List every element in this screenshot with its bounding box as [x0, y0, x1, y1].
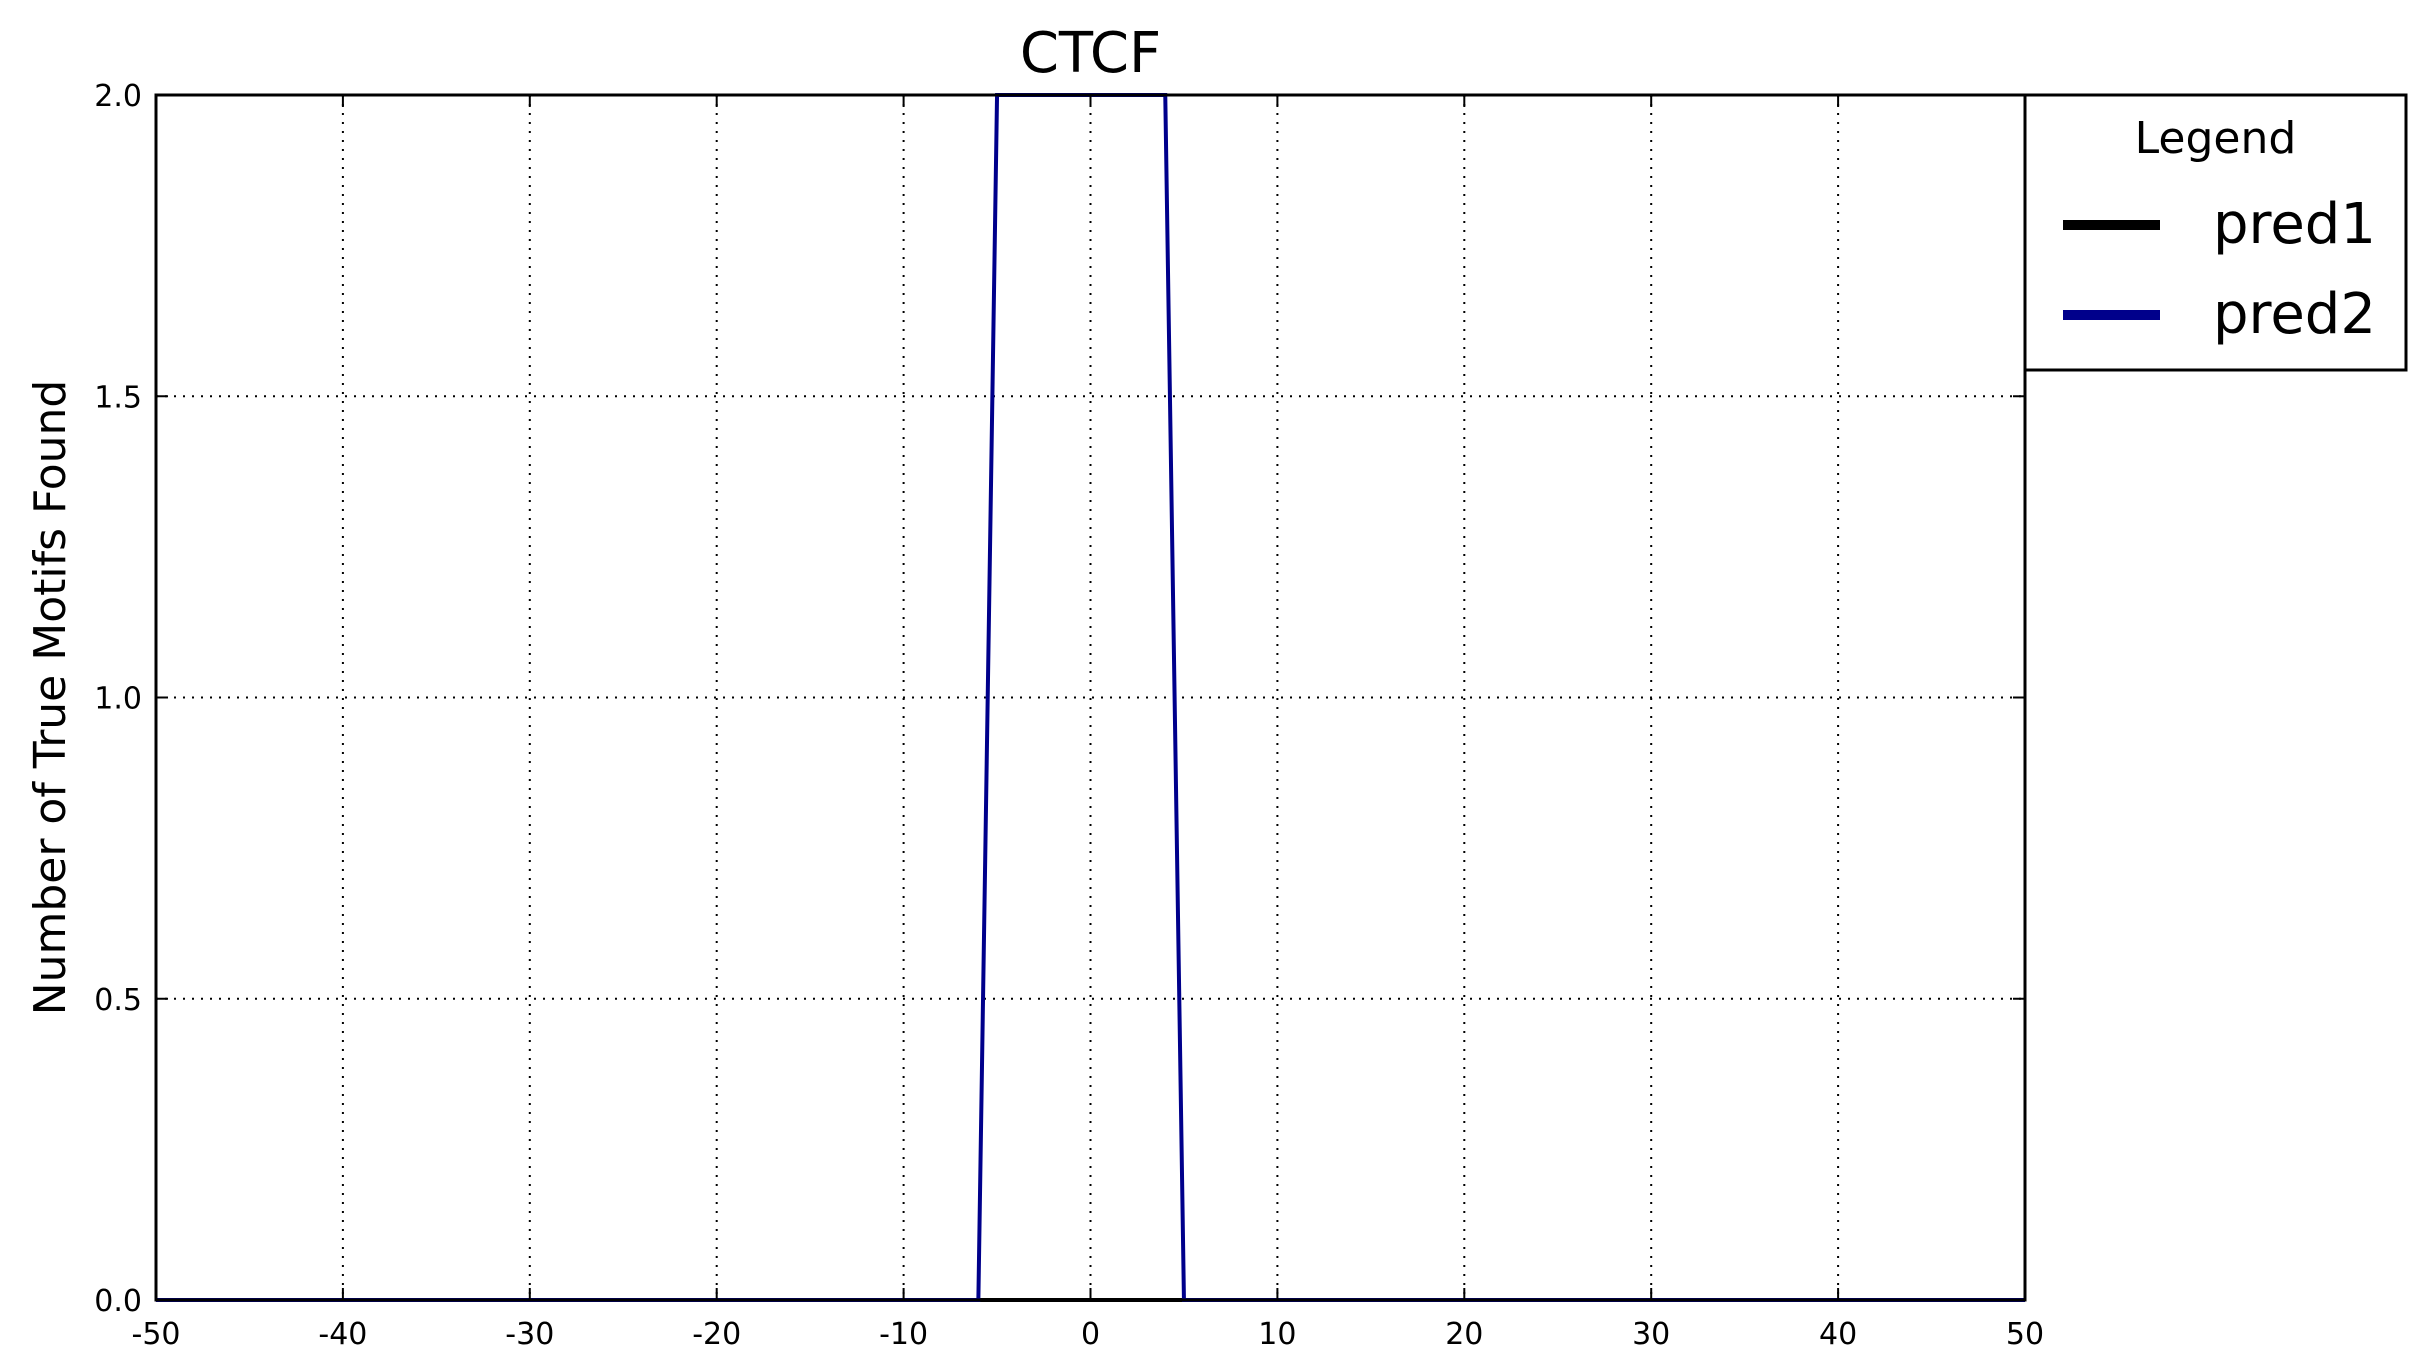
y-tick-label: 1.0 [94, 682, 142, 717]
x-tick-label: 40 [1819, 1317, 1857, 1352]
x-tick-label: -50 [132, 1317, 181, 1352]
y-tick-label: 0.5 [94, 983, 142, 1018]
x-tick-label: -30 [505, 1317, 554, 1352]
legend-label-pred1: pred1 [2213, 192, 2376, 257]
y-tick-label: 1.5 [94, 380, 142, 415]
ticks: -50 -40 -30 -20 -10 0 10 20 30 40 50 0.0 0.5 1.0 1.5 2.… [94, 79, 2044, 1352]
x-tick-label: -20 [692, 1317, 741, 1352]
legend-title: Legend [2135, 113, 2297, 164]
chart-title: CTCF [1020, 21, 1161, 86]
legend: Legend pred1 pred2 [2023, 93, 2408, 372]
y-axis-label: Number of True Motifs Found [25, 380, 76, 1016]
x-tick-label: -40 [318, 1317, 367, 1352]
x-tick-label: -10 [879, 1317, 928, 1352]
x-tick-label: 0 [1081, 1317, 1100, 1352]
y-tick-label: 0.0 [94, 1284, 142, 1319]
x-tick-label: 10 [1258, 1317, 1296, 1352]
legend-box [2023, 93, 2408, 372]
legend-entries: pred1 pred2 [2063, 192, 2376, 347]
x-tick-label: 30 [1632, 1317, 1670, 1352]
grid [156, 95, 2025, 1300]
x-tick-label: 20 [1445, 1317, 1483, 1352]
x-tick-label: 50 [2006, 1317, 2044, 1352]
y-tick-label: 2.0 [94, 79, 142, 114]
legend-label-pred2: pred2 [2213, 282, 2376, 347]
